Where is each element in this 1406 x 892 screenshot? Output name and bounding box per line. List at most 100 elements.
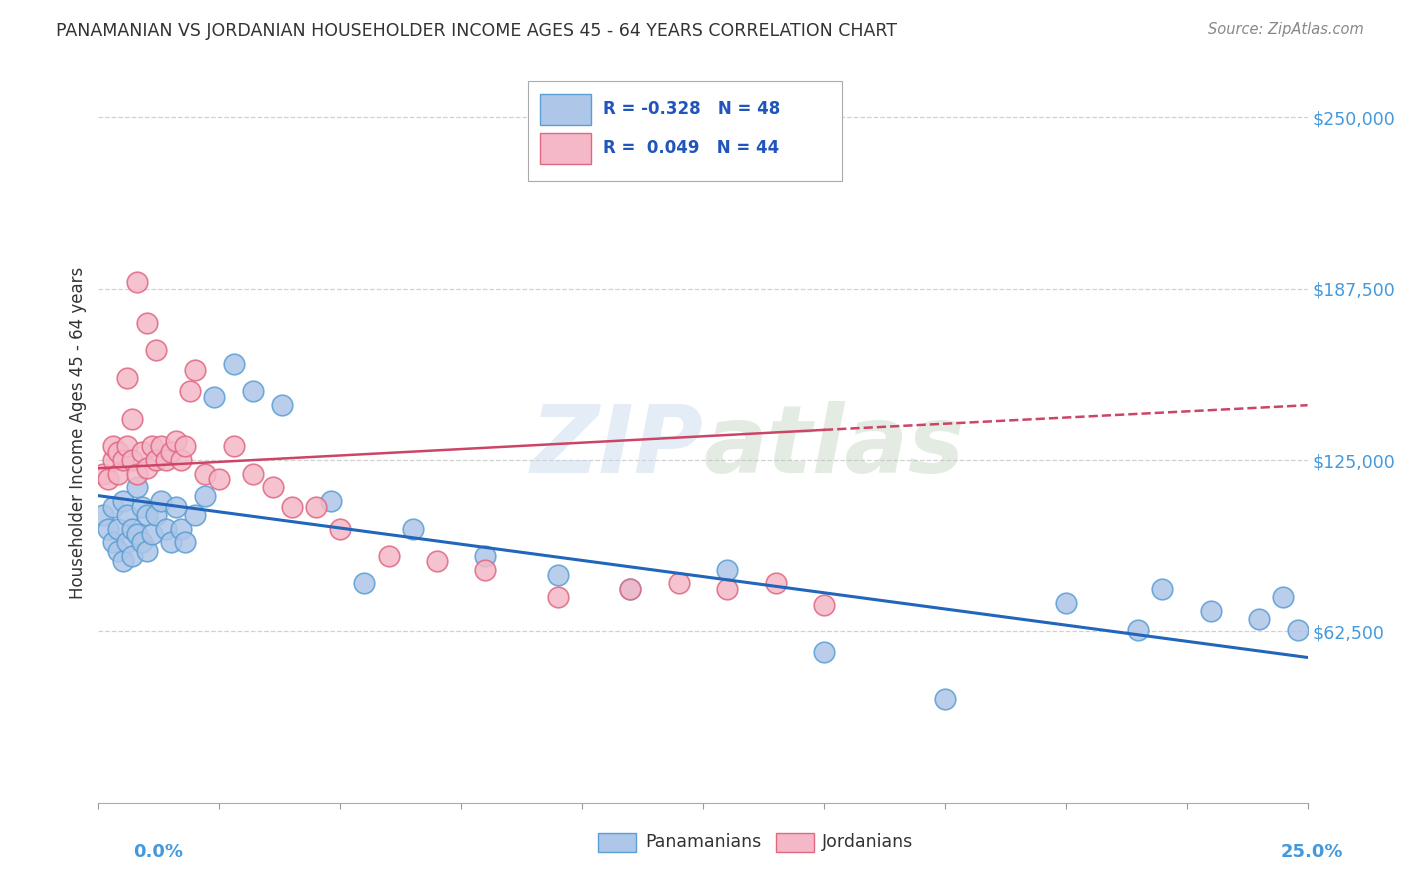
Point [305,500,328,514]
Point [242,384,264,399]
Point [353,576,375,591]
Point [194,467,217,481]
Text: ZIP: ZIP [530,401,703,493]
Point [619,582,641,596]
Point [1199,604,1222,618]
Point [135,543,157,558]
Point [1152,582,1174,596]
Point [474,563,496,577]
Point [91,508,114,522]
FancyBboxPatch shape [527,81,842,181]
Point [547,568,569,582]
Point [111,453,134,467]
Point [174,439,197,453]
Text: atlas: atlas [703,401,965,493]
Point [135,316,157,330]
Point [426,554,449,568]
Point [668,576,690,591]
Point [141,527,163,541]
FancyBboxPatch shape [598,833,637,853]
Point [131,445,153,459]
Point [222,357,245,371]
Point [127,527,149,541]
Point [145,453,167,467]
Point [1272,590,1295,604]
Point [107,467,129,481]
Point [127,480,149,494]
Point [101,500,124,514]
Point [155,453,177,467]
Text: Source: ZipAtlas.com: Source: ZipAtlas.com [1208,22,1364,37]
Point [107,445,129,459]
Point [1249,612,1271,626]
Text: R =  0.049   N = 44: R = 0.049 N = 44 [603,138,779,157]
Point [107,543,129,558]
Point [169,453,191,467]
Point [716,563,738,577]
Point [474,549,496,563]
Point [329,522,352,536]
Text: R = -0.328   N = 48: R = -0.328 N = 48 [603,100,780,118]
Point [150,439,173,453]
Point [121,522,143,536]
Text: 0.0%: 0.0% [134,843,184,861]
Text: Panamanians: Panamanians [645,833,761,851]
Point [91,467,114,481]
Point [194,489,217,503]
Point [97,522,120,536]
Point [111,554,134,568]
Point [135,461,157,475]
Point [319,494,342,508]
Point [107,522,129,536]
Point [117,535,139,549]
Point [101,439,124,453]
Point [155,522,177,536]
Point [131,500,153,514]
Point [765,576,787,591]
Point [121,453,143,467]
Point [1128,623,1150,637]
Point [184,508,207,522]
Point [813,599,835,613]
Point [281,500,304,514]
Point [208,472,231,486]
Point [117,508,139,522]
FancyBboxPatch shape [540,133,591,164]
Point [169,522,191,536]
FancyBboxPatch shape [540,95,591,126]
Point [204,390,226,404]
Point [174,535,197,549]
Point [242,467,264,481]
Point [160,445,183,459]
Point [145,508,167,522]
Point [111,494,134,508]
Point [184,362,207,376]
Point [117,439,139,453]
Point [1054,596,1077,610]
Point [141,439,163,453]
FancyBboxPatch shape [776,833,814,853]
Point [716,582,738,596]
Point [402,522,425,536]
Point [271,398,294,412]
Point [179,384,201,399]
Point [619,582,641,596]
Point [262,480,284,494]
Text: PANAMANIAN VS JORDANIAN HOUSEHOLDER INCOME AGES 45 - 64 YEARS CORRELATION CHART: PANAMANIAN VS JORDANIAN HOUSEHOLDER INCO… [56,22,897,40]
Point [97,472,120,486]
Point [377,549,399,563]
Point [127,275,149,289]
Point [150,494,173,508]
Point [813,645,835,659]
Point [135,508,157,522]
Y-axis label: Householder Income Ages 45 - 64 years: Householder Income Ages 45 - 64 years [69,267,87,599]
Point [165,500,187,514]
Point [1286,623,1309,637]
Point [547,590,569,604]
Point [127,467,149,481]
Point [131,535,153,549]
Point [101,453,124,467]
Text: Jordanians: Jordanians [821,833,912,851]
Point [934,691,956,706]
Point [145,343,167,358]
